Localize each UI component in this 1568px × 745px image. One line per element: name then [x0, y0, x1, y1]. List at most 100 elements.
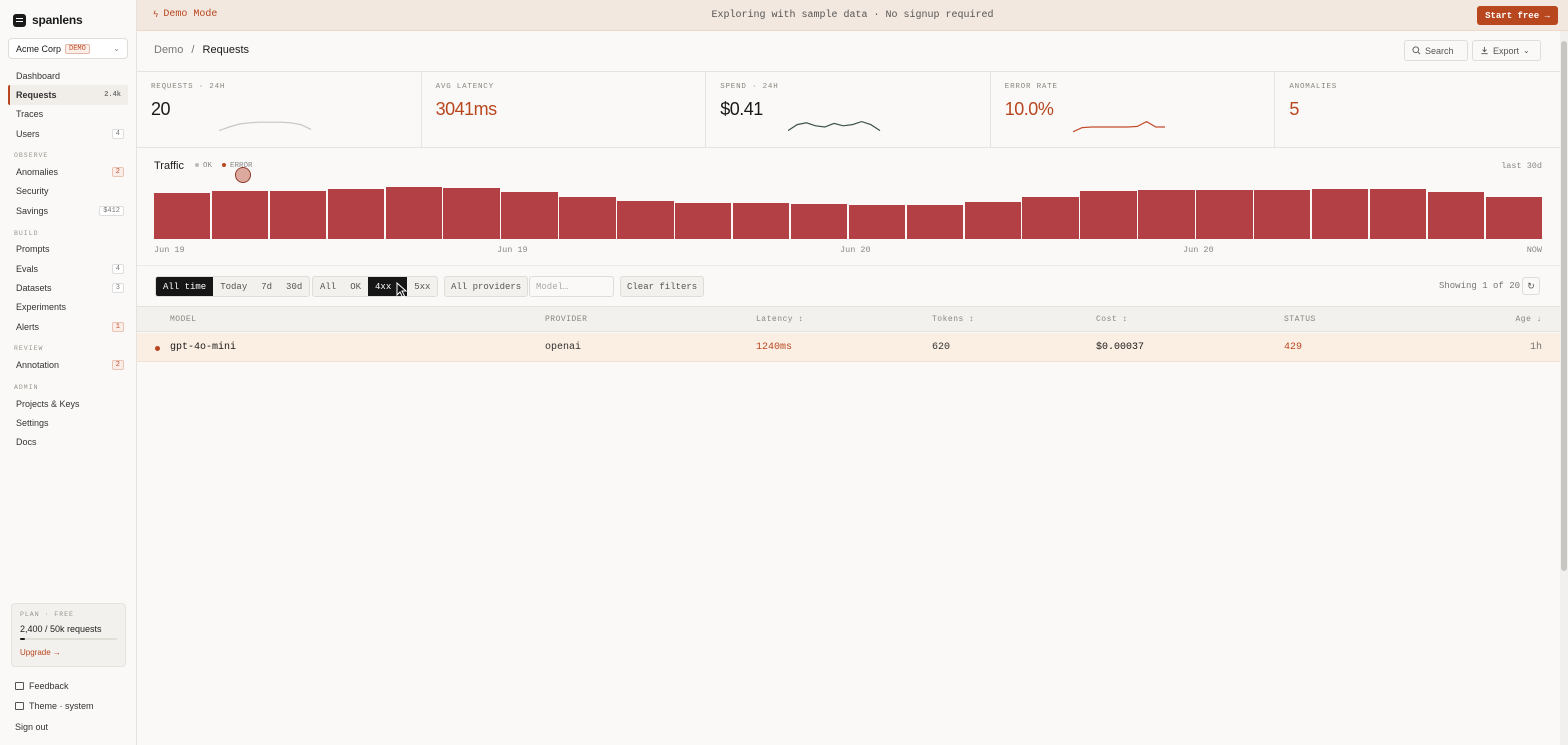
status-option[interactable]: 5xx: [414, 281, 431, 292]
sidebar-item-security[interactable]: Security: [8, 182, 128, 201]
sidebar-item-count: 2: [111, 167, 124, 178]
sidebar-nav: Dashboard Requests 2.4k Traces Users 4 OBS…: [8, 66, 128, 452]
filter-bar: All time Today 7d 30d All OK 4xx 5xx All…: [137, 266, 1560, 306]
traffic-bar[interactable]: [1022, 197, 1079, 239]
providers-filter[interactable]: All providers: [444, 276, 529, 297]
breadcrumb-separator: /: [191, 44, 195, 56]
column-tokens[interactable]: Tokens ↕: [932, 315, 975, 324]
sidebar-item-annotation[interactable]: Annotation 2: [8, 355, 128, 374]
sidebar-item-count: 1: [111, 321, 124, 332]
time-option[interactable]: All time: [156, 277, 214, 296]
traffic-bar[interactable]: [501, 192, 558, 239]
feedback-button[interactable]: Feedback: [15, 681, 69, 691]
traffic-bar[interactable]: [1254, 190, 1311, 239]
sidebar-item-traces[interactable]: Traces: [8, 105, 128, 124]
sidebar-item-requests[interactable]: Requests 2.4k: [8, 85, 128, 105]
traffic-bar[interactable]: [269, 191, 327, 239]
feedback-label: Feedback: [29, 681, 69, 691]
traffic-bar[interactable]: [385, 187, 442, 239]
sidebar-item-prompts[interactable]: Prompts: [8, 240, 128, 259]
sidebar-item-anomalies[interactable]: Anomalies 2: [8, 162, 128, 181]
time-option[interactable]: 7d: [261, 281, 273, 292]
column-model: MODEL: [170, 315, 197, 324]
export-button[interactable]: Export ⌄: [1472, 40, 1541, 61]
traffic-bar[interactable]: [154, 193, 211, 239]
sidebar-item-experiments[interactable]: Experiments: [8, 298, 128, 317]
legend-error[interactable]: ERROR: [222, 162, 253, 170]
traffic-bar[interactable]: [1138, 190, 1195, 239]
brand-name: spanlens: [32, 13, 83, 27]
refresh-button[interactable]: ↻: [1522, 277, 1540, 295]
x-axis-label: Jun 20: [1183, 245, 1214, 255]
traffic-bar[interactable]: [790, 204, 848, 239]
sidebar-item-evals[interactable]: Evals 4: [8, 259, 128, 278]
theme-label: Theme · system: [29, 701, 94, 711]
traffic-bar[interactable]: [617, 201, 674, 239]
traffic-bar[interactable]: [443, 188, 500, 239]
clear-filters-button[interactable]: Clear filters: [620, 276, 705, 297]
traffic-bar[interactable]: [211, 191, 269, 239]
sidebar-item-label: Settings: [16, 417, 49, 428]
sidebar-item-settings[interactable]: Settings: [8, 413, 128, 432]
traffic-bar[interactable]: [964, 202, 1021, 239]
error-status-dot: [155, 346, 160, 351]
scrollbar-thumb[interactable]: [1561, 41, 1567, 571]
x-axis-label: Jun 19: [497, 245, 528, 255]
sidebar-item-label: Alerts: [16, 321, 40, 332]
table-row[interactable]: gpt-4o-mini openai 1240ms 620 $0.00037 4…: [137, 333, 1560, 362]
column-provider: PROVIDER: [545, 315, 588, 324]
traffic-bar[interactable]: [559, 197, 616, 239]
upgrade-link[interactable]: Upgrade →: [20, 648, 61, 657]
scrollbar[interactable]: [1560, 31, 1568, 745]
stat-requests[interactable]: REQUESTS · 24H 20: [137, 72, 422, 148]
traffic-bar[interactable]: [1311, 189, 1369, 239]
traffic-bar[interactable]: [848, 205, 906, 239]
stat-avg-latency[interactable]: AVG LATENCY 3041ms: [422, 72, 707, 148]
sidebar-item-datasets[interactable]: Datasets 3: [8, 278, 128, 297]
legend-ok-dot: [195, 163, 199, 168]
sidebar-item-alerts[interactable]: Alerts 1: [8, 317, 128, 336]
status-option[interactable]: All: [320, 281, 337, 292]
traffic-bar[interactable]: [1369, 189, 1427, 239]
sidebar-item-dashboard[interactable]: Dashboard: [8, 66, 128, 85]
traffic-bar[interactable]: [327, 189, 385, 239]
traffic-bar[interactable]: [675, 203, 732, 239]
status-option[interactable]: OK: [350, 281, 362, 292]
breadcrumb-root[interactable]: Demo: [154, 44, 184, 56]
theme-toggle[interactable]: Theme · system: [15, 701, 94, 711]
x-axis-label: Jun 20: [840, 245, 871, 255]
sidebar-item-docs[interactable]: Docs: [8, 433, 128, 452]
brand-logo[interactable]: spanlens: [13, 13, 83, 27]
cell-status: 429: [1284, 342, 1303, 353]
stat-spend[interactable]: SPEND · 24H $0.41: [706, 72, 991, 148]
sign-out-button[interactable]: Sign out: [15, 722, 48, 732]
time-option[interactable]: Today: [220, 281, 248, 292]
stat-error-rate[interactable]: ERROR RATE 10.0%: [991, 72, 1276, 148]
model-filter-input[interactable]: Model…: [529, 276, 614, 297]
column-latency[interactable]: Latency ↕: [756, 315, 804, 324]
column-age[interactable]: Age ↓: [1515, 315, 1542, 324]
sidebar-item-label: Users: [16, 128, 40, 139]
column-cost[interactable]: Cost ↕: [1096, 315, 1128, 324]
section-review: REVIEW: [14, 345, 44, 353]
sidebar-item-savings[interactable]: Savings $412: [8, 201, 128, 220]
traffic-bar[interactable]: [1196, 190, 1253, 239]
traffic-bar[interactable]: [906, 205, 964, 239]
sidebar-item-projects-keys[interactable]: Projects & Keys: [8, 394, 128, 413]
stat-anomalies[interactable]: ANOMALIES 5: [1275, 72, 1560, 148]
org-switcher[interactable]: Acme Corp DEMO ⌄: [8, 38, 128, 59]
section-observe: OBSERVE: [14, 152, 49, 160]
sidebar-item-label: Datasets: [16, 282, 52, 293]
search-button[interactable]: Search: [1404, 40, 1468, 61]
sidebar-item-users[interactable]: Users 4: [8, 124, 128, 143]
page-header: Demo / Requests Search Export ⌄: [137, 31, 1560, 72]
start-free-button[interactable]: Start free →: [1477, 6, 1558, 25]
traffic-bar[interactable]: [1427, 192, 1485, 239]
time-option[interactable]: 30d: [286, 281, 303, 292]
traffic-bar[interactable]: [1080, 191, 1137, 239]
section-build: BUILD: [14, 229, 39, 237]
cell-age: 1h: [1529, 342, 1542, 353]
traffic-bar[interactable]: [732, 203, 790, 239]
legend-ok[interactable]: OK: [195, 162, 212, 170]
traffic-bar[interactable]: [1485, 197, 1542, 239]
